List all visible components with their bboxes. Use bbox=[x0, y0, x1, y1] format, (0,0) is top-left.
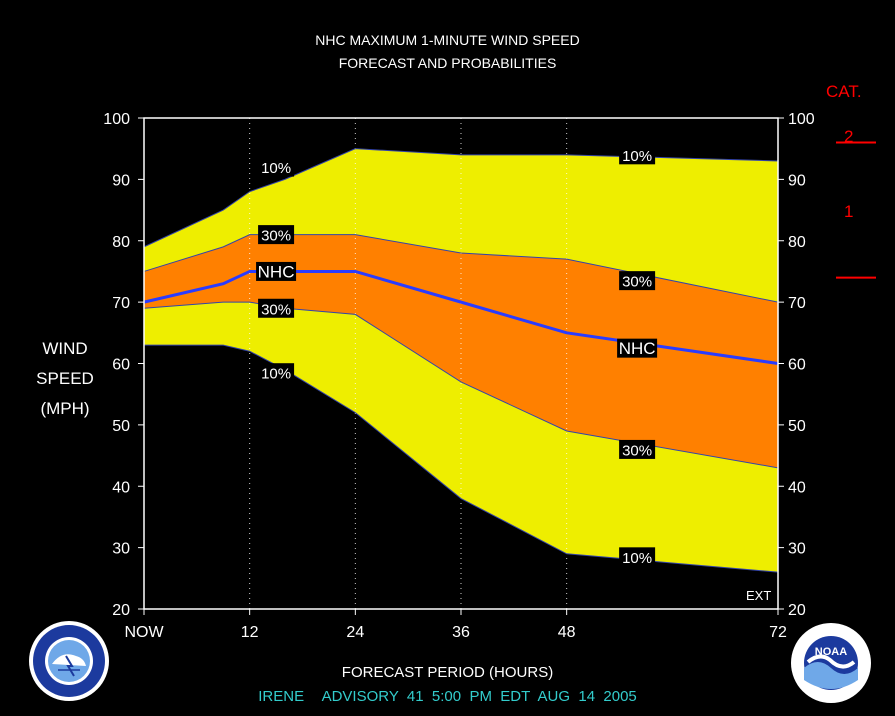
x-tick-label: 36 bbox=[452, 624, 470, 641]
boundary-lower_30 bbox=[143, 301, 779, 469]
band-label: 30% bbox=[261, 301, 291, 318]
x-axis-label: FORECAST PERIOD (HOURS) bbox=[341, 664, 554, 681]
y-tick-label-left: 90 bbox=[112, 172, 130, 189]
band-label: 10% bbox=[622, 550, 652, 567]
noaa-logo-text: NOAA bbox=[815, 646, 847, 658]
storm-name: IRENE bbox=[258, 688, 305, 705]
y-axis-label-speed: SPEED bbox=[36, 369, 94, 388]
y-tick-label-left: 20 bbox=[112, 602, 130, 619]
band-label: NHC bbox=[258, 262, 295, 281]
band-label-box bbox=[258, 298, 295, 318]
ext-label: EXT bbox=[746, 588, 772, 603]
y-tick-label-right: 20 bbox=[788, 602, 806, 619]
chart-title-line2: FORECAST AND PROBABILITIES bbox=[338, 55, 557, 71]
y-tick-label-left: 50 bbox=[112, 418, 130, 435]
chart-title-line1: NHC MAXIMUM 1-MINUTE WIND SPEED bbox=[315, 32, 580, 48]
y-tick-label-right: 70 bbox=[788, 295, 806, 312]
y-tick-label-left: 60 bbox=[112, 357, 130, 374]
x-tick-label: 24 bbox=[346, 624, 364, 641]
y-axis-label-mph: (MPH) bbox=[40, 399, 90, 418]
x-tick-label: NOW bbox=[124, 624, 164, 641]
y-axis-label-wind: WIND bbox=[42, 339, 88, 358]
y-tick-label-right: 40 bbox=[788, 479, 806, 496]
boundary-upper_30 bbox=[143, 234, 779, 303]
y-tick-label-left: 70 bbox=[112, 295, 130, 312]
band-label-box bbox=[258, 363, 295, 383]
nhc-forecast-line bbox=[143, 269, 779, 365]
y-tick-label-right: 30 bbox=[788, 541, 806, 558]
band-label-box bbox=[619, 145, 656, 165]
cat-1-label: 1 bbox=[844, 202, 854, 221]
y-tick-label-right: 100 bbox=[788, 111, 815, 128]
band-label: NHC bbox=[619, 339, 656, 358]
band-label: 10% bbox=[261, 160, 291, 177]
boundary-upper_10 bbox=[143, 148, 779, 248]
band-label: 10% bbox=[622, 148, 652, 165]
y-tick-label-right: 60 bbox=[788, 357, 806, 374]
y-tick-label-right: 50 bbox=[788, 418, 806, 435]
advisory-info: ADVISORY 41 5:00 PM EDT AUG 14 2005 bbox=[321, 688, 637, 705]
nws-logo bbox=[28, 620, 110, 702]
y-tick-label-left: 40 bbox=[112, 479, 130, 496]
x-tick-label: 12 bbox=[241, 624, 259, 641]
y-tick-label-left: 100 bbox=[103, 111, 130, 128]
y-tick-label-left: 80 bbox=[112, 234, 130, 251]
noaa-logo: NOAA bbox=[790, 622, 872, 704]
band-30-percent bbox=[144, 234, 778, 468]
band-label-box bbox=[619, 271, 656, 291]
band-label-box bbox=[258, 157, 295, 177]
y-tick-label-right: 80 bbox=[788, 234, 806, 251]
band-label-box bbox=[619, 547, 656, 567]
x-tick-label: 48 bbox=[558, 624, 576, 641]
band-label: 30% bbox=[622, 274, 652, 291]
boundary-lower_10 bbox=[144, 344, 779, 573]
y-tick-label-right: 90 bbox=[788, 172, 806, 189]
band-label: 30% bbox=[261, 228, 291, 245]
band-label: 10% bbox=[261, 366, 291, 383]
band-label-box bbox=[617, 338, 658, 358]
band-label-box bbox=[619, 439, 656, 459]
band-label-box bbox=[256, 261, 297, 281]
cat-title: CAT. bbox=[826, 82, 862, 101]
x-tick-label: 72 bbox=[769, 624, 787, 641]
band-label: 30% bbox=[622, 442, 652, 459]
band-label-box bbox=[258, 225, 295, 245]
cat-2-label: 2 bbox=[844, 127, 854, 146]
advisory-line: IRENE ADVISORY 41 5:00 PM EDT AUG 14 200… bbox=[0, 688, 895, 705]
y-tick-label-left: 30 bbox=[112, 541, 130, 558]
